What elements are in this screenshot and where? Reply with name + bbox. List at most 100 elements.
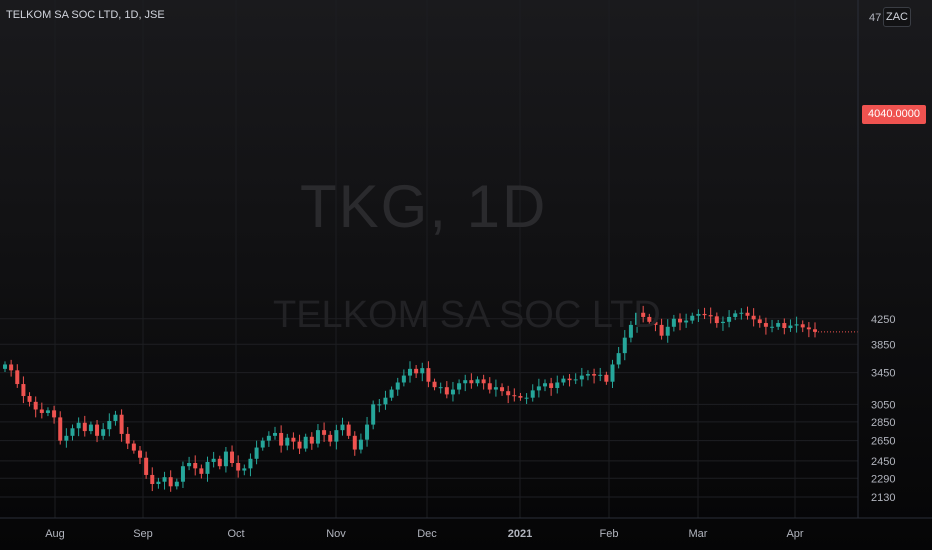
candle-body bbox=[383, 397, 388, 405]
candle-body bbox=[70, 428, 75, 436]
currency-badge[interactable]: ZAC bbox=[883, 7, 911, 27]
candle-body bbox=[58, 417, 63, 441]
candle-body bbox=[450, 389, 455, 395]
candle-body bbox=[156, 481, 161, 485]
candle-body bbox=[340, 424, 345, 431]
candle-body bbox=[438, 387, 443, 389]
candle-body bbox=[150, 474, 155, 485]
candle-body bbox=[592, 374, 597, 376]
y-tick-label: 2450 bbox=[871, 456, 895, 468]
candle-body bbox=[285, 437, 290, 446]
candle-body bbox=[52, 410, 57, 418]
candle-body bbox=[76, 422, 81, 429]
candle-body bbox=[371, 404, 376, 425]
candle-body bbox=[377, 404, 382, 406]
candle-body bbox=[493, 387, 498, 390]
candle-body bbox=[776, 323, 781, 327]
candle-body bbox=[481, 379, 486, 384]
y-tick-label: 3450 bbox=[871, 368, 895, 380]
candle-body bbox=[119, 414, 124, 434]
candle-body bbox=[770, 326, 775, 328]
candle-body bbox=[131, 443, 136, 451]
time-axis[interactable]: Aug Sep Oct Nov Dec 2021 Feb Mar Apr bbox=[45, 528, 804, 540]
candle-body bbox=[690, 315, 695, 321]
candle-body bbox=[426, 368, 431, 382]
candle-body bbox=[782, 323, 787, 329]
y-tick-label: 2650 bbox=[871, 436, 895, 448]
candle-body bbox=[322, 430, 327, 435]
candle-body bbox=[647, 316, 652, 322]
candle-body bbox=[457, 383, 462, 390]
candle-body bbox=[248, 458, 253, 469]
candle-body bbox=[745, 312, 750, 316]
candle-body bbox=[211, 458, 216, 462]
candle-body bbox=[346, 424, 351, 436]
candle-body bbox=[9, 364, 14, 371]
candle-body bbox=[444, 387, 449, 395]
candle-body bbox=[518, 396, 523, 398]
candle-body bbox=[88, 424, 93, 432]
candles bbox=[3, 305, 858, 492]
candle-body bbox=[788, 325, 793, 329]
candle-body bbox=[469, 380, 474, 384]
price-axis[interactable]: 2130 2290 2450 2650 2850 3050 3450 3850 4250 47 bbox=[869, 12, 895, 504]
y-tick-label: 2850 bbox=[871, 417, 895, 429]
candle-body bbox=[763, 323, 768, 327]
candle-body bbox=[297, 441, 302, 449]
candle-body bbox=[806, 327, 811, 330]
candle-body bbox=[610, 364, 615, 382]
candle-body bbox=[659, 324, 664, 336]
candle-body bbox=[82, 422, 87, 432]
candle-body bbox=[279, 432, 284, 446]
candle-body bbox=[27, 396, 32, 402]
candle-body bbox=[193, 463, 198, 469]
candle-body bbox=[714, 316, 719, 324]
candle-body bbox=[95, 424, 100, 436]
candle-body bbox=[813, 329, 817, 332]
candle-body bbox=[315, 430, 320, 444]
candle-body bbox=[21, 384, 26, 397]
y-tick-label: 2290 bbox=[871, 473, 895, 485]
x-tick-label: Aug bbox=[45, 528, 65, 540]
candle-body bbox=[671, 318, 676, 327]
candle-body bbox=[702, 313, 707, 316]
x-tick-label: Nov bbox=[326, 528, 346, 540]
candle-body bbox=[328, 434, 333, 442]
candle-body bbox=[168, 477, 173, 487]
candle-body bbox=[475, 379, 480, 384]
candle-body bbox=[254, 447, 259, 459]
candle-body bbox=[260, 440, 265, 448]
candle-body bbox=[616, 353, 621, 365]
candle-body bbox=[739, 312, 744, 314]
candle-body bbox=[549, 383, 554, 388]
candle-body bbox=[800, 324, 805, 328]
candle-body bbox=[628, 324, 633, 338]
candle-body bbox=[138, 450, 142, 458]
candle-body bbox=[696, 313, 701, 316]
watermark-symbol: TKG, 1D bbox=[300, 173, 548, 240]
candle-body bbox=[555, 382, 560, 388]
candle-body bbox=[101, 429, 106, 436]
candle-body bbox=[113, 414, 118, 421]
candle-body bbox=[684, 320, 689, 323]
candle-body bbox=[653, 321, 658, 325]
candle-body bbox=[506, 391, 511, 396]
candle-body bbox=[794, 324, 799, 326]
candle-body bbox=[39, 409, 44, 413]
candle-body bbox=[242, 468, 247, 471]
candle-body bbox=[751, 315, 756, 320]
candle-body bbox=[420, 368, 425, 374]
candle-body bbox=[598, 374, 603, 376]
candle-body bbox=[107, 420, 112, 430]
candle-body bbox=[365, 424, 370, 440]
candle-body bbox=[720, 321, 725, 324]
candle-body bbox=[432, 381, 437, 388]
y-tick-label: 47 bbox=[869, 12, 881, 24]
candle-body bbox=[266, 435, 271, 441]
candle-body bbox=[414, 368, 419, 374]
candle-body bbox=[187, 463, 192, 467]
candle-body bbox=[604, 374, 609, 382]
x-tick-label: Apr bbox=[786, 528, 803, 540]
candle-body bbox=[536, 386, 541, 391]
